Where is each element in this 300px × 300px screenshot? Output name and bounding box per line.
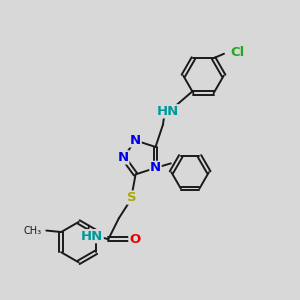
Text: N: N — [118, 151, 129, 164]
Text: CH₃: CH₃ — [24, 226, 42, 236]
Text: Cl: Cl — [230, 46, 244, 59]
Text: N: N — [150, 161, 161, 174]
Text: HN: HN — [81, 230, 103, 243]
Text: S: S — [128, 191, 137, 204]
Text: O: O — [129, 233, 140, 246]
Text: N: N — [130, 134, 141, 147]
Text: HN: HN — [156, 105, 178, 118]
